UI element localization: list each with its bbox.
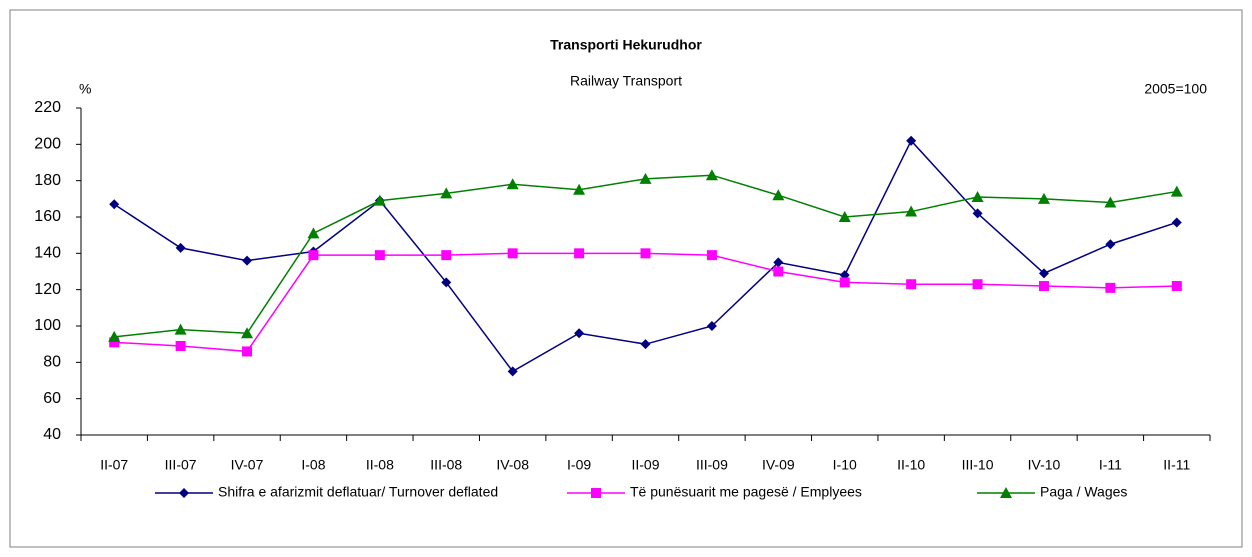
data-point bbox=[839, 277, 850, 288]
x-tick-label: III-09 bbox=[696, 457, 728, 473]
data-point bbox=[574, 328, 585, 339]
chart-subtitle: Railway Transport bbox=[570, 73, 682, 89]
data-point bbox=[639, 172, 652, 184]
x-tick-label: II-11 bbox=[1163, 457, 1190, 473]
legend-label: Paga / Wages bbox=[1040, 484, 1127, 500]
legend-marker bbox=[179, 488, 189, 498]
legend-label: Shifra e afarizmit deflatuar/ Turnover d… bbox=[218, 484, 498, 500]
data-point bbox=[440, 187, 453, 199]
data-point bbox=[242, 346, 253, 357]
data-point bbox=[640, 339, 651, 350]
y-tick-label: 140 bbox=[34, 245, 61, 262]
y-tick-label: 60 bbox=[43, 390, 61, 407]
chart-title: Transporti Hekurudhor bbox=[550, 37, 702, 53]
x-tick-label: II-07 bbox=[100, 457, 128, 473]
data-point bbox=[906, 135, 917, 146]
data-point bbox=[109, 199, 120, 210]
y-tick-label: 100 bbox=[34, 317, 61, 334]
data-point bbox=[706, 250, 717, 261]
data-point bbox=[772, 189, 785, 201]
data-point bbox=[574, 248, 585, 259]
data-point bbox=[1037, 192, 1050, 204]
data-point bbox=[241, 327, 254, 339]
data-point bbox=[507, 366, 518, 377]
data-point bbox=[1171, 281, 1182, 292]
data-point bbox=[174, 323, 187, 335]
data-point bbox=[706, 321, 717, 331]
x-tick-label: IV-10 bbox=[1028, 457, 1061, 473]
data-point bbox=[573, 183, 586, 195]
x-tick-label: I-11 bbox=[1099, 457, 1122, 473]
data-point bbox=[905, 205, 918, 217]
chart-frame bbox=[9, 9, 1243, 548]
data-point bbox=[108, 330, 121, 342]
y-tick-label: 80 bbox=[43, 354, 61, 371]
data-point bbox=[1105, 239, 1116, 250]
legend-marker bbox=[591, 488, 601, 498]
data-point bbox=[1038, 281, 1049, 292]
x-tick-label: I-09 bbox=[567, 457, 591, 473]
data-point bbox=[441, 250, 452, 261]
x-tick-label: I-10 bbox=[833, 457, 857, 473]
data-point bbox=[773, 266, 784, 277]
x-tick-label: III-08 bbox=[430, 457, 462, 473]
y-tick-label: 120 bbox=[34, 281, 61, 298]
x-tick-label: IV-07 bbox=[231, 457, 264, 473]
data-point bbox=[972, 279, 983, 290]
legend-marker bbox=[1000, 487, 1012, 498]
data-point bbox=[1171, 217, 1182, 228]
y-tick-label: 160 bbox=[34, 208, 61, 225]
legend-label: Të punësuarit me pagesë / Emplyees bbox=[630, 484, 862, 500]
x-tick-label: II-09 bbox=[631, 457, 659, 473]
data-point bbox=[1170, 185, 1183, 197]
x-tick-label: II-08 bbox=[366, 457, 394, 473]
data-point bbox=[441, 277, 452, 288]
y-tick-label: 40 bbox=[43, 426, 61, 443]
data-point bbox=[373, 194, 386, 206]
data-point bbox=[1038, 268, 1049, 279]
data-point bbox=[506, 178, 519, 190]
data-point bbox=[971, 191, 984, 203]
data-point bbox=[972, 208, 983, 219]
base-label: 2005=100 bbox=[1144, 81, 1207, 97]
data-point bbox=[906, 279, 917, 290]
data-point bbox=[175, 242, 186, 253]
y-tick-label: 220 bbox=[34, 99, 61, 116]
data-point bbox=[307, 227, 320, 239]
x-tick-label: II-10 bbox=[897, 457, 925, 473]
data-point bbox=[242, 255, 253, 266]
x-tick-label: IV-09 bbox=[762, 457, 795, 473]
y-tick-label: 200 bbox=[34, 136, 61, 153]
data-point bbox=[838, 211, 851, 222]
data-point bbox=[374, 250, 385, 261]
data-point bbox=[1105, 282, 1116, 293]
data-point bbox=[308, 250, 319, 261]
data-point bbox=[705, 169, 718, 181]
data-point bbox=[1104, 196, 1117, 208]
x-tick-label: I-08 bbox=[301, 457, 325, 473]
data-point bbox=[640, 248, 651, 259]
y-tick-label: 180 bbox=[34, 172, 61, 189]
y-unit-label: % bbox=[79, 81, 91, 97]
x-tick-label: IV-08 bbox=[496, 457, 529, 473]
x-tick-label: III-07 bbox=[165, 457, 197, 473]
data-point bbox=[507, 248, 518, 259]
data-point bbox=[175, 340, 186, 351]
data-point bbox=[773, 257, 784, 268]
x-tick-label: III-10 bbox=[962, 457, 994, 473]
